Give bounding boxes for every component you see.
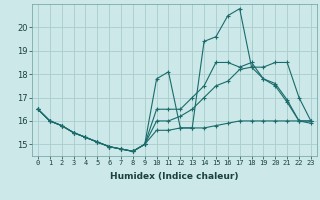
X-axis label: Humidex (Indice chaleur): Humidex (Indice chaleur) <box>110 172 239 181</box>
